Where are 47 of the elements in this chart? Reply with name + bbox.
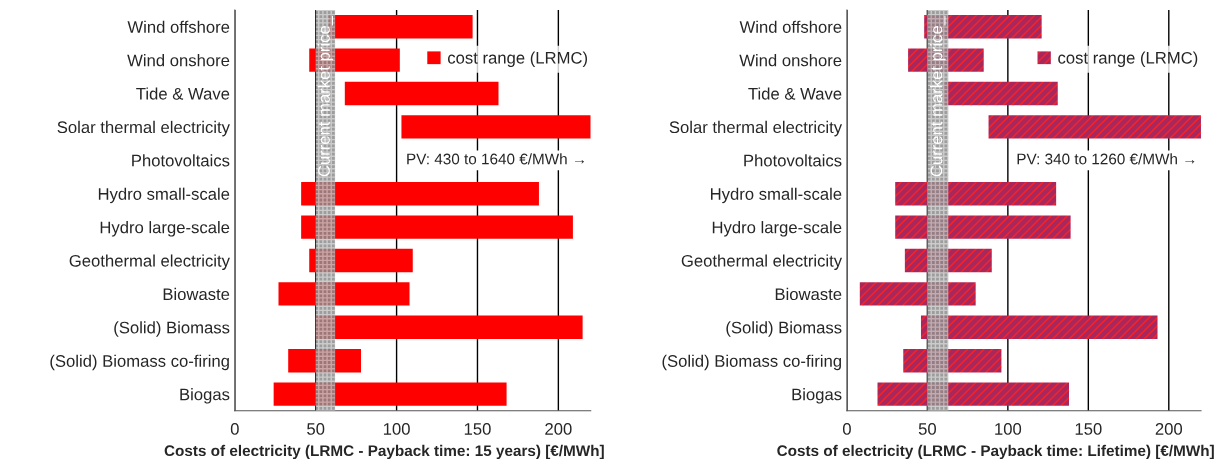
y-tick-label: Solar thermal electricity: [57, 120, 230, 137]
y-tick-label: (Solid) Biomass co-firing: [662, 354, 841, 371]
annotation: PV: 430 to 1640 €/MWh →: [407, 153, 585, 165]
y-tick-label: Hydro small-scale: [98, 187, 230, 204]
y-tick-label: Wind offshore: [739, 20, 842, 33]
bar: [401, 115, 591, 139]
y-tick-label: Photovoltaics: [744, 154, 842, 167]
legend-label: cost range (LRMC): [1058, 51, 1198, 68]
y-tick-label: (Solid) Biomass co-firing: [50, 354, 229, 371]
y-tick-label: Geothermal electricity: [681, 254, 843, 270]
y-tick-label: Wind onshore: [739, 54, 842, 67]
y-tick-label: Biogas: [792, 388, 842, 404]
bar: [988, 115, 1201, 139]
y-tick-label: (Solid) Biomass: [114, 321, 230, 337]
band-label: Current market price_: [317, 15, 334, 177]
y-tick-label: Hydro small-scale: [711, 187, 842, 204]
y-tick-label: Tide & Wave: [748, 87, 842, 100]
y-tick-label: Photovoltaics: [132, 154, 230, 167]
x-tick-label: 0: [230, 423, 239, 435]
bar: [344, 81, 499, 106]
legend-label: cost range (LRMC): [447, 51, 588, 68]
y-tick-label: Wind offshore: [127, 20, 230, 33]
x-tick-label: 0: [842, 423, 851, 435]
x-tick-label: 200: [1155, 423, 1183, 435]
y-tick-label: Biowaste: [775, 287, 842, 301]
x-tick-label: 200: [545, 423, 572, 435]
bar: [301, 215, 573, 239]
y-tick-label: Tide & Wave: [136, 87, 230, 100]
y-tick-label: Hydro large-scale: [712, 221, 842, 237]
x-axis-title: Costs of electricity (LRMC - Payback time: Lifetime) [€/MWh]: [777, 444, 1214, 460]
y-tick-label: Hydro large-scale: [100, 221, 230, 237]
x-tick-label: 100: [995, 423, 1022, 435]
bar: [273, 382, 507, 406]
x-tick-label: 150: [464, 423, 491, 435]
annotation: PV: 340 to 1260 €/MWh →: [1017, 153, 1195, 165]
x-tick-label: 100: [383, 423, 410, 435]
y-tick-label: Biowaste: [163, 287, 230, 301]
y-tick-label: Solar thermal electricity: [669, 120, 843, 137]
band-label: Current market price_: [930, 15, 946, 177]
y-tick-label: Biogas: [180, 388, 230, 404]
x-tick-label: 50: [918, 423, 937, 435]
y-tick-label: Geothermal electricity: [69, 254, 230, 270]
y-tick-label: Wind onshore: [127, 54, 230, 67]
x-tick-label: 50: [307, 423, 325, 435]
x-axis-title: Costs of electricity (LRMC - Payback time: 15 years) [€/MWh]: [164, 444, 604, 460]
x-tick-label: 150: [1075, 423, 1102, 435]
y-tick-label: (Solid) Biomass: [726, 321, 842, 337]
